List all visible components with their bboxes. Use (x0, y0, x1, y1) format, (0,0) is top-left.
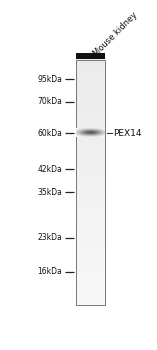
Text: Mouse kidney: Mouse kidney (91, 10, 139, 58)
Bar (76, 114, 105, 118)
Bar (76, 126, 105, 130)
Bar (76, 197, 105, 201)
Bar (76, 215, 105, 219)
Bar (76, 74, 105, 78)
Bar (76, 123, 105, 127)
Bar (76, 280, 105, 283)
Bar (76, 154, 105, 158)
Bar (76, 185, 105, 188)
Bar (76, 169, 105, 173)
Bar (76, 237, 105, 240)
Bar (76, 212, 105, 216)
Bar (76, 163, 105, 167)
Bar (76, 120, 105, 124)
Bar (76, 209, 105, 213)
Text: 42kDa: 42kDa (38, 165, 62, 174)
Bar (76, 286, 105, 289)
Bar (76, 77, 105, 81)
Bar (76, 71, 105, 75)
Bar (76, 194, 105, 197)
Bar (76, 62, 105, 66)
Bar (76, 157, 105, 161)
Bar (76, 166, 105, 170)
Text: 35kDa: 35kDa (37, 188, 62, 197)
Text: 60kDa: 60kDa (37, 128, 62, 138)
Bar (76, 200, 105, 204)
Bar (76, 246, 105, 250)
Bar (76, 84, 105, 87)
Bar (76, 111, 105, 115)
Bar (76, 295, 105, 299)
Text: 95kDa: 95kDa (37, 75, 62, 84)
Bar (76, 274, 105, 277)
Bar (76, 191, 105, 194)
Bar (76, 105, 105, 108)
Bar (76, 178, 105, 182)
Bar (76, 206, 105, 210)
Bar (76, 96, 105, 99)
Bar (76, 160, 105, 164)
Bar (76, 145, 105, 148)
Bar (76, 148, 105, 152)
Bar (76, 264, 105, 268)
Bar (76, 53, 105, 59)
Text: 16kDa: 16kDa (38, 267, 62, 276)
Bar (76, 133, 105, 136)
Bar (76, 258, 105, 262)
Bar (76, 249, 105, 253)
Bar (76, 135, 105, 139)
Bar (76, 86, 105, 90)
Bar (76, 65, 105, 69)
Bar (76, 108, 105, 112)
Bar (76, 68, 105, 72)
Bar (76, 60, 105, 305)
Bar (76, 188, 105, 191)
Bar (76, 301, 105, 305)
Text: 70kDa: 70kDa (37, 97, 62, 106)
Bar (76, 142, 105, 145)
Bar (76, 261, 105, 265)
Bar (76, 234, 105, 237)
Bar (76, 267, 105, 271)
Bar (76, 59, 105, 63)
Bar (76, 252, 105, 256)
Bar (76, 130, 105, 133)
Text: PEX14: PEX14 (113, 128, 142, 138)
Bar (76, 228, 105, 231)
Bar (76, 175, 105, 179)
Bar (76, 90, 105, 93)
Bar (76, 243, 105, 246)
Bar (76, 151, 105, 155)
Bar (76, 173, 105, 176)
Bar (76, 298, 105, 302)
Bar (76, 271, 105, 274)
Bar (76, 117, 105, 121)
Bar (76, 231, 105, 234)
Bar (76, 283, 105, 286)
Bar (76, 222, 105, 225)
Bar (76, 93, 105, 96)
Bar (76, 255, 105, 259)
Bar (76, 80, 105, 84)
Bar (76, 240, 105, 244)
Bar (76, 102, 105, 105)
Bar (76, 218, 105, 222)
Bar (76, 276, 105, 280)
Text: 23kDa: 23kDa (38, 233, 62, 243)
Bar (76, 289, 105, 293)
Bar (76, 99, 105, 103)
Bar (76, 292, 105, 295)
Bar (76, 139, 105, 142)
Bar (76, 182, 105, 185)
Bar (76, 60, 105, 305)
Bar (76, 224, 105, 228)
Bar (76, 203, 105, 206)
